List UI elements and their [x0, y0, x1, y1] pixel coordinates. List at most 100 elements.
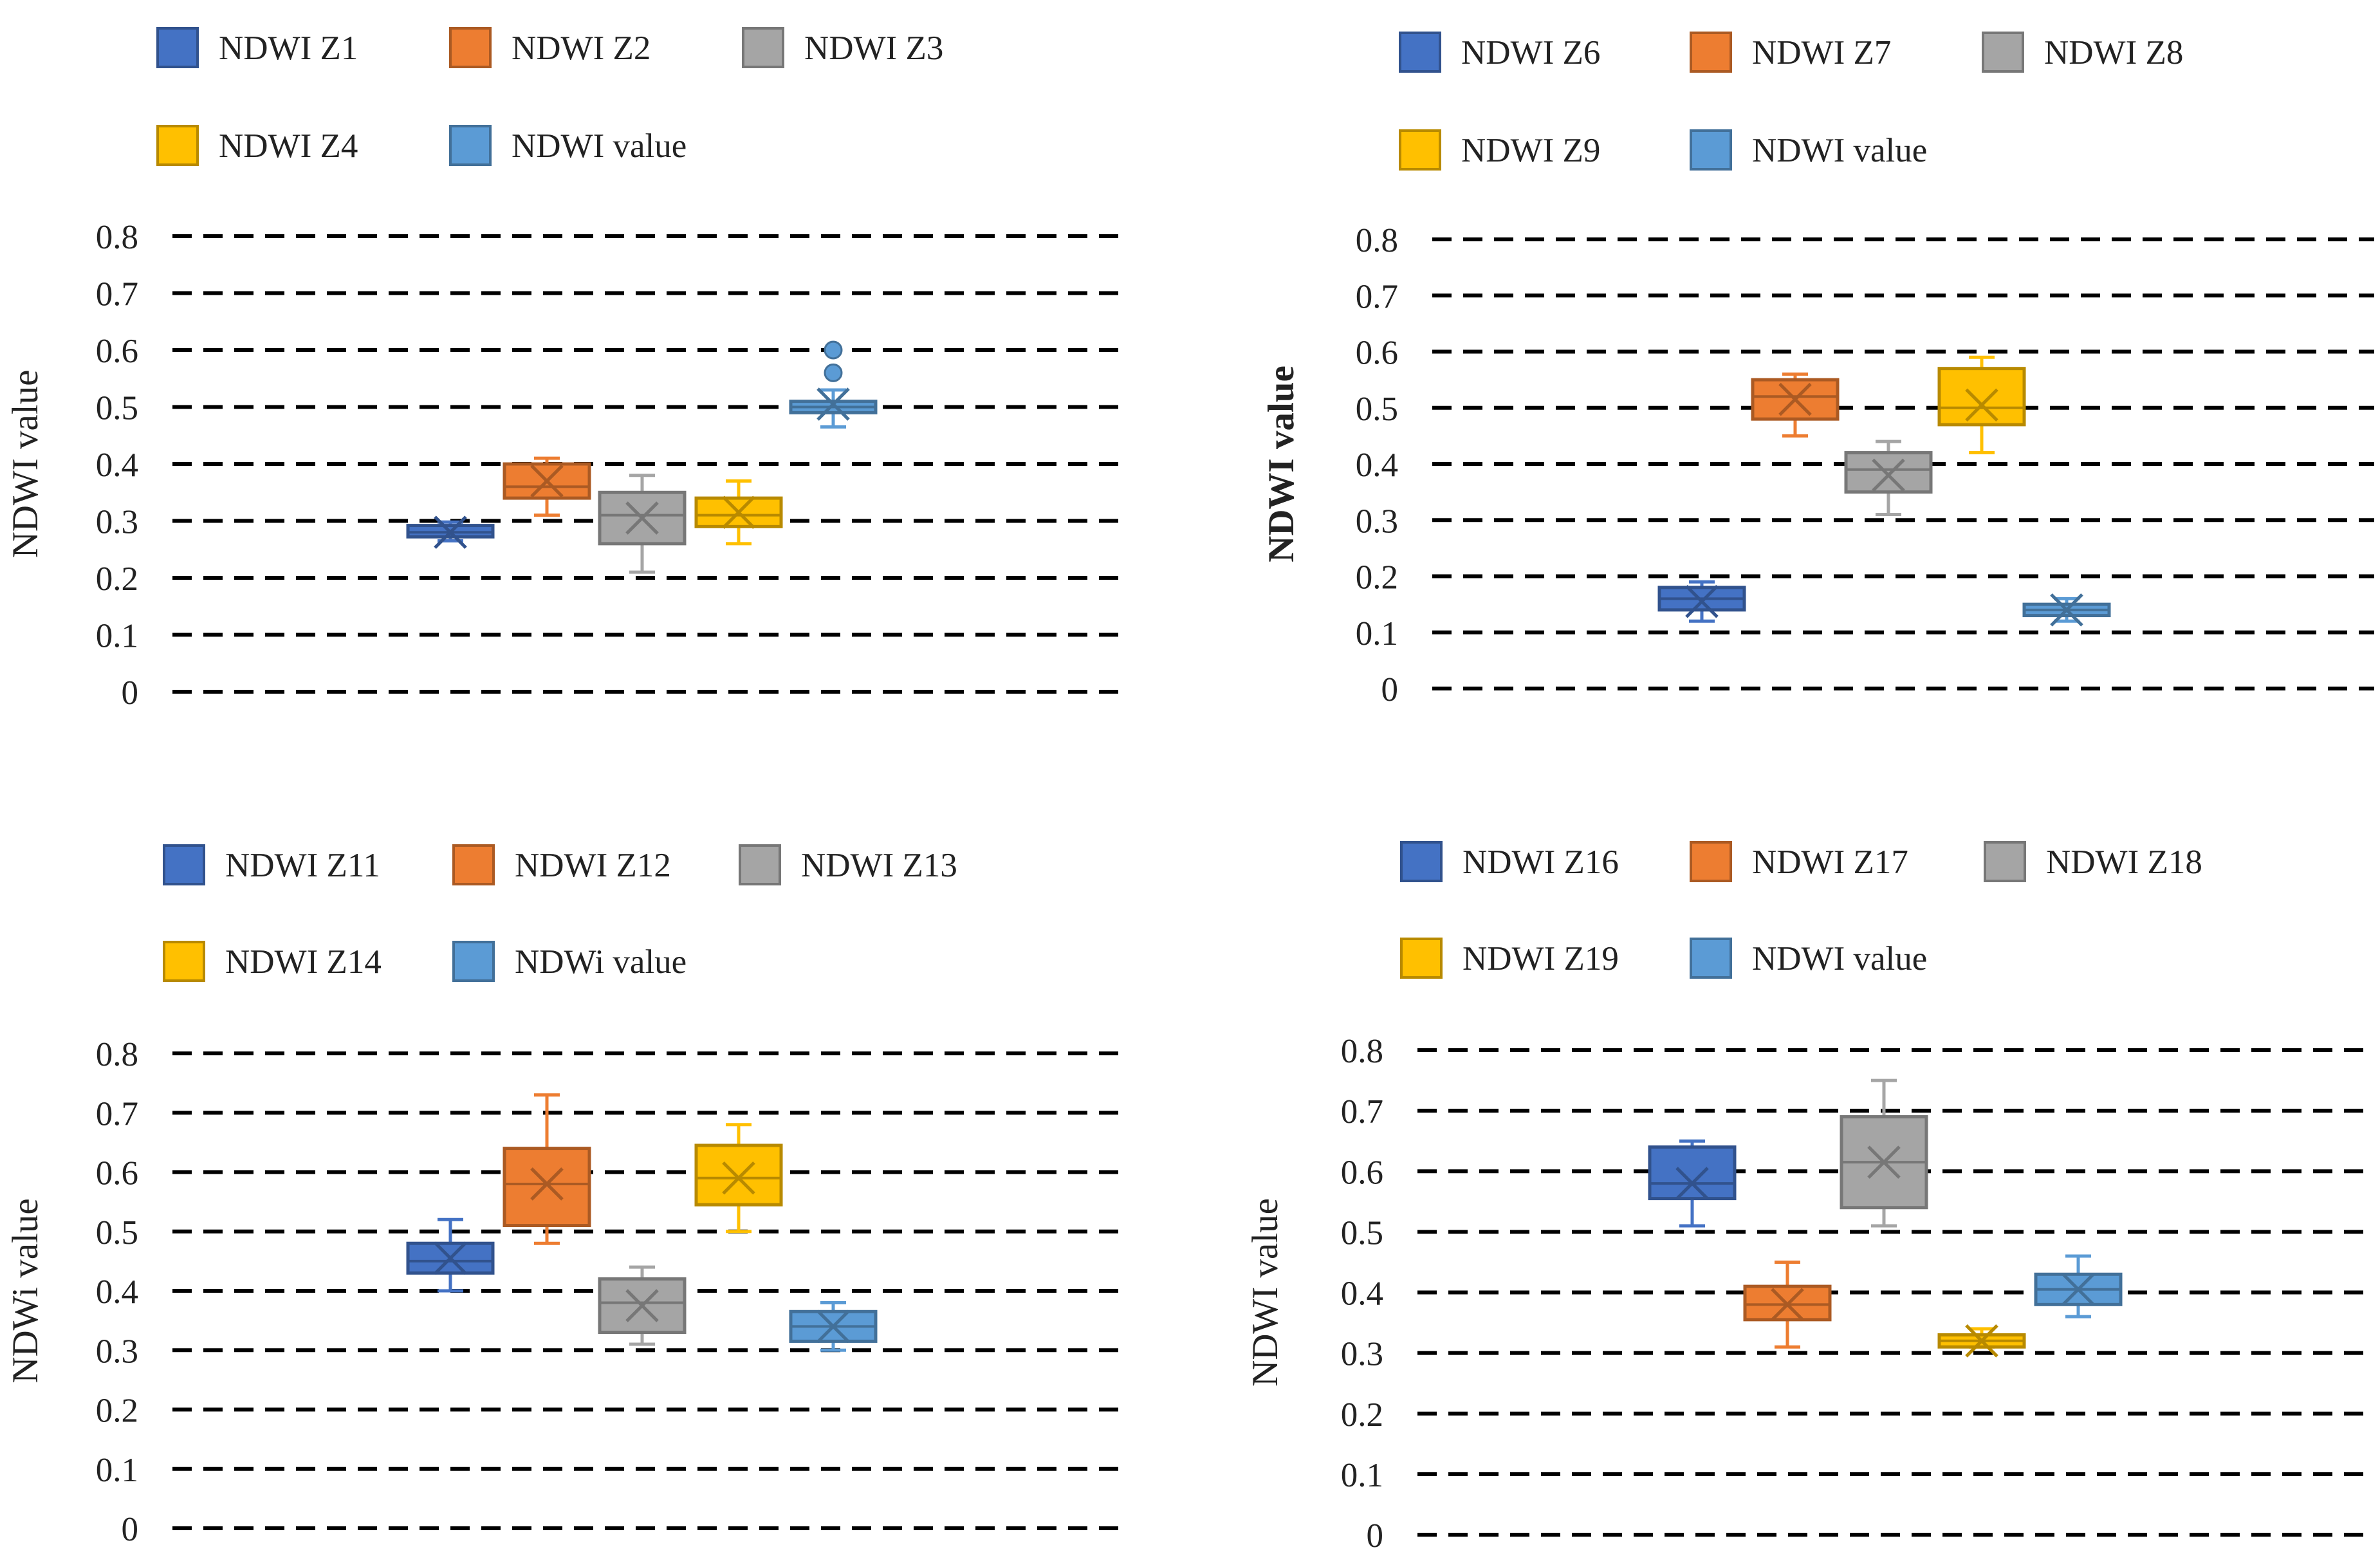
y-tick-label: 0.3 — [1356, 503, 1398, 540]
box-iqr — [503, 1147, 591, 1228]
y-tick-label: 0.4 — [1356, 447, 1398, 484]
box-mean-marker — [816, 387, 850, 421]
legend-label: NDWI Z17 — [1752, 844, 1908, 881]
legend-item: NDWI Z13 — [739, 844, 957, 885]
legend-item: NDWI value — [1690, 129, 1927, 171]
y-tick-label: 0.6 — [96, 1155, 138, 1192]
legend-item: NDWI Z2 — [449, 27, 650, 68]
legend-swatch — [449, 27, 492, 68]
y-tick-label: 0.3 — [96, 1333, 138, 1370]
legend-swatch — [1400, 841, 1443, 882]
y-tick-label: 0 — [1381, 671, 1399, 708]
legend-swatch — [1984, 841, 2026, 882]
box-mean-marker — [1778, 382, 1812, 416]
legend-swatch — [1690, 841, 1732, 882]
box-mean-marker — [2062, 1273, 2095, 1306]
y-tick-label: 0.1 — [96, 618, 138, 655]
y-tick-label: 0.4 — [96, 447, 138, 484]
legend-label: NDWI Z4 — [219, 127, 358, 165]
legend-label: NDWI Z7 — [1752, 34, 1891, 71]
box-iqr — [694, 1143, 783, 1207]
legend-label: NDWI Z11 — [225, 847, 380, 884]
y-tick-label: 0.7 — [1356, 278, 1398, 315]
legend-item: NDWI Z17 — [1690, 841, 1908, 882]
legend-label: NDWI Z3 — [804, 30, 943, 67]
legend-label: NDWI Z16 — [1462, 844, 1619, 881]
legend-label: NDWI Z13 — [801, 847, 957, 884]
y-tick-label: 0.2 — [1356, 559, 1398, 597]
box-3 — [1840, 1078, 1928, 1228]
legend-item: NDWI Z18 — [1984, 841, 2202, 882]
box-iqr — [694, 496, 783, 528]
legend-item: NDWI value — [1690, 938, 1927, 979]
legend-item: NDWI Z4 — [156, 125, 358, 166]
y-tick-label: 0 — [122, 1511, 139, 1548]
legend-item: NDWI Z6 — [1399, 32, 1600, 73]
y-axis-label: NDWi value — [5, 1198, 46, 1383]
legend-label: NDWI Z19 — [1462, 940, 1619, 977]
legend-swatch — [739, 844, 781, 885]
y-tick-label: 0.7 — [1341, 1093, 1383, 1131]
box-1 — [1657, 580, 1746, 623]
legend-swatch — [163, 844, 205, 885]
legend-swatch — [1982, 32, 2024, 73]
legend-label: NDWI Z2 — [512, 30, 650, 67]
y-tick-label: 0.8 — [96, 219, 138, 256]
box-2 — [1751, 372, 1840, 438]
y-tick-label: 0.7 — [96, 1095, 138, 1133]
y-tick-label: 0.5 — [96, 390, 138, 427]
y-tick-label: 0.1 — [96, 1452, 138, 1489]
legend-item: NDWI Z14 — [163, 941, 382, 982]
legend-item: NDWI Z3 — [742, 27, 943, 68]
box-mean-marker — [1872, 458, 1905, 492]
y-tick-label: 0.8 — [1356, 222, 1398, 259]
box-mean-marker — [1685, 584, 1719, 618]
box-1 — [406, 1217, 495, 1293]
legend-label: NDWI value — [1752, 940, 1927, 977]
box-2 — [503, 456, 591, 517]
y-tick-label: 0.6 — [1341, 1154, 1383, 1191]
box-mean-marker — [816, 1309, 850, 1344]
box-3 — [598, 474, 687, 574]
chart-panel-1: 0 0.1 0.2 0.3 0.4 0.5 0.6 0.7 0.8 NDWI value NDWI … — [5, 27, 1123, 712]
box-4 — [694, 1123, 783, 1234]
legend-label: NDWI value — [1752, 132, 1927, 169]
box-5 — [789, 1300, 878, 1352]
chart-panel-3: 0 0.1 0.2 0.3 0.4 0.5 0.6 0.7 0.8 NDWi value NDWI … — [5, 844, 1123, 1548]
legend-swatch — [452, 941, 495, 982]
y-tick-label: 0.1 — [1356, 615, 1398, 652]
box-2 — [1743, 1260, 1832, 1349]
legend-swatch — [1399, 129, 1441, 171]
y-tick-label: 0.6 — [96, 333, 138, 370]
y-tick-label: 0.4 — [1341, 1275, 1383, 1313]
box-mean-marker — [434, 515, 467, 549]
legend-swatch — [1400, 938, 1443, 979]
y-tick-label: 0.8 — [1341, 1033, 1383, 1070]
box-outlier — [824, 340, 843, 360]
legend-swatch — [449, 125, 492, 166]
box-4 — [1937, 355, 2026, 455]
legend-label: NDWI Z6 — [1461, 34, 1600, 71]
legend-item: NDWI value — [449, 125, 687, 166]
box-iqr — [1844, 451, 1933, 494]
chart-panel-2: 0 0.1 0.2 0.3 0.4 0.5 0.6 0.7 0.8 NDWI value NDWI … — [1261, 32, 2374, 708]
box-outlier — [824, 363, 843, 382]
legend-swatch — [452, 844, 495, 885]
y-tick-label: 0 — [1367, 1517, 1384, 1554]
legend-item: NDWI Z19 — [1400, 938, 1619, 979]
legend-swatch — [742, 27, 784, 68]
box-mean-marker — [722, 495, 755, 529]
y-tick-label: 0.2 — [96, 560, 138, 598]
box-1 — [406, 515, 495, 549]
legend-label: NDWI Z8 — [2044, 34, 2183, 71]
legend-swatch — [1399, 32, 1441, 73]
box-4 — [1937, 1324, 2026, 1358]
legend-label: NDWi value — [515, 943, 687, 981]
legend-label: NDWI Z1 — [219, 30, 358, 67]
box-1 — [1648, 1139, 1737, 1228]
box-iqr — [406, 1241, 495, 1275]
legend-swatch — [156, 27, 199, 68]
box-3 — [598, 1265, 687, 1346]
legend-swatch — [163, 941, 205, 982]
box-mean-marker — [1771, 1288, 1804, 1322]
